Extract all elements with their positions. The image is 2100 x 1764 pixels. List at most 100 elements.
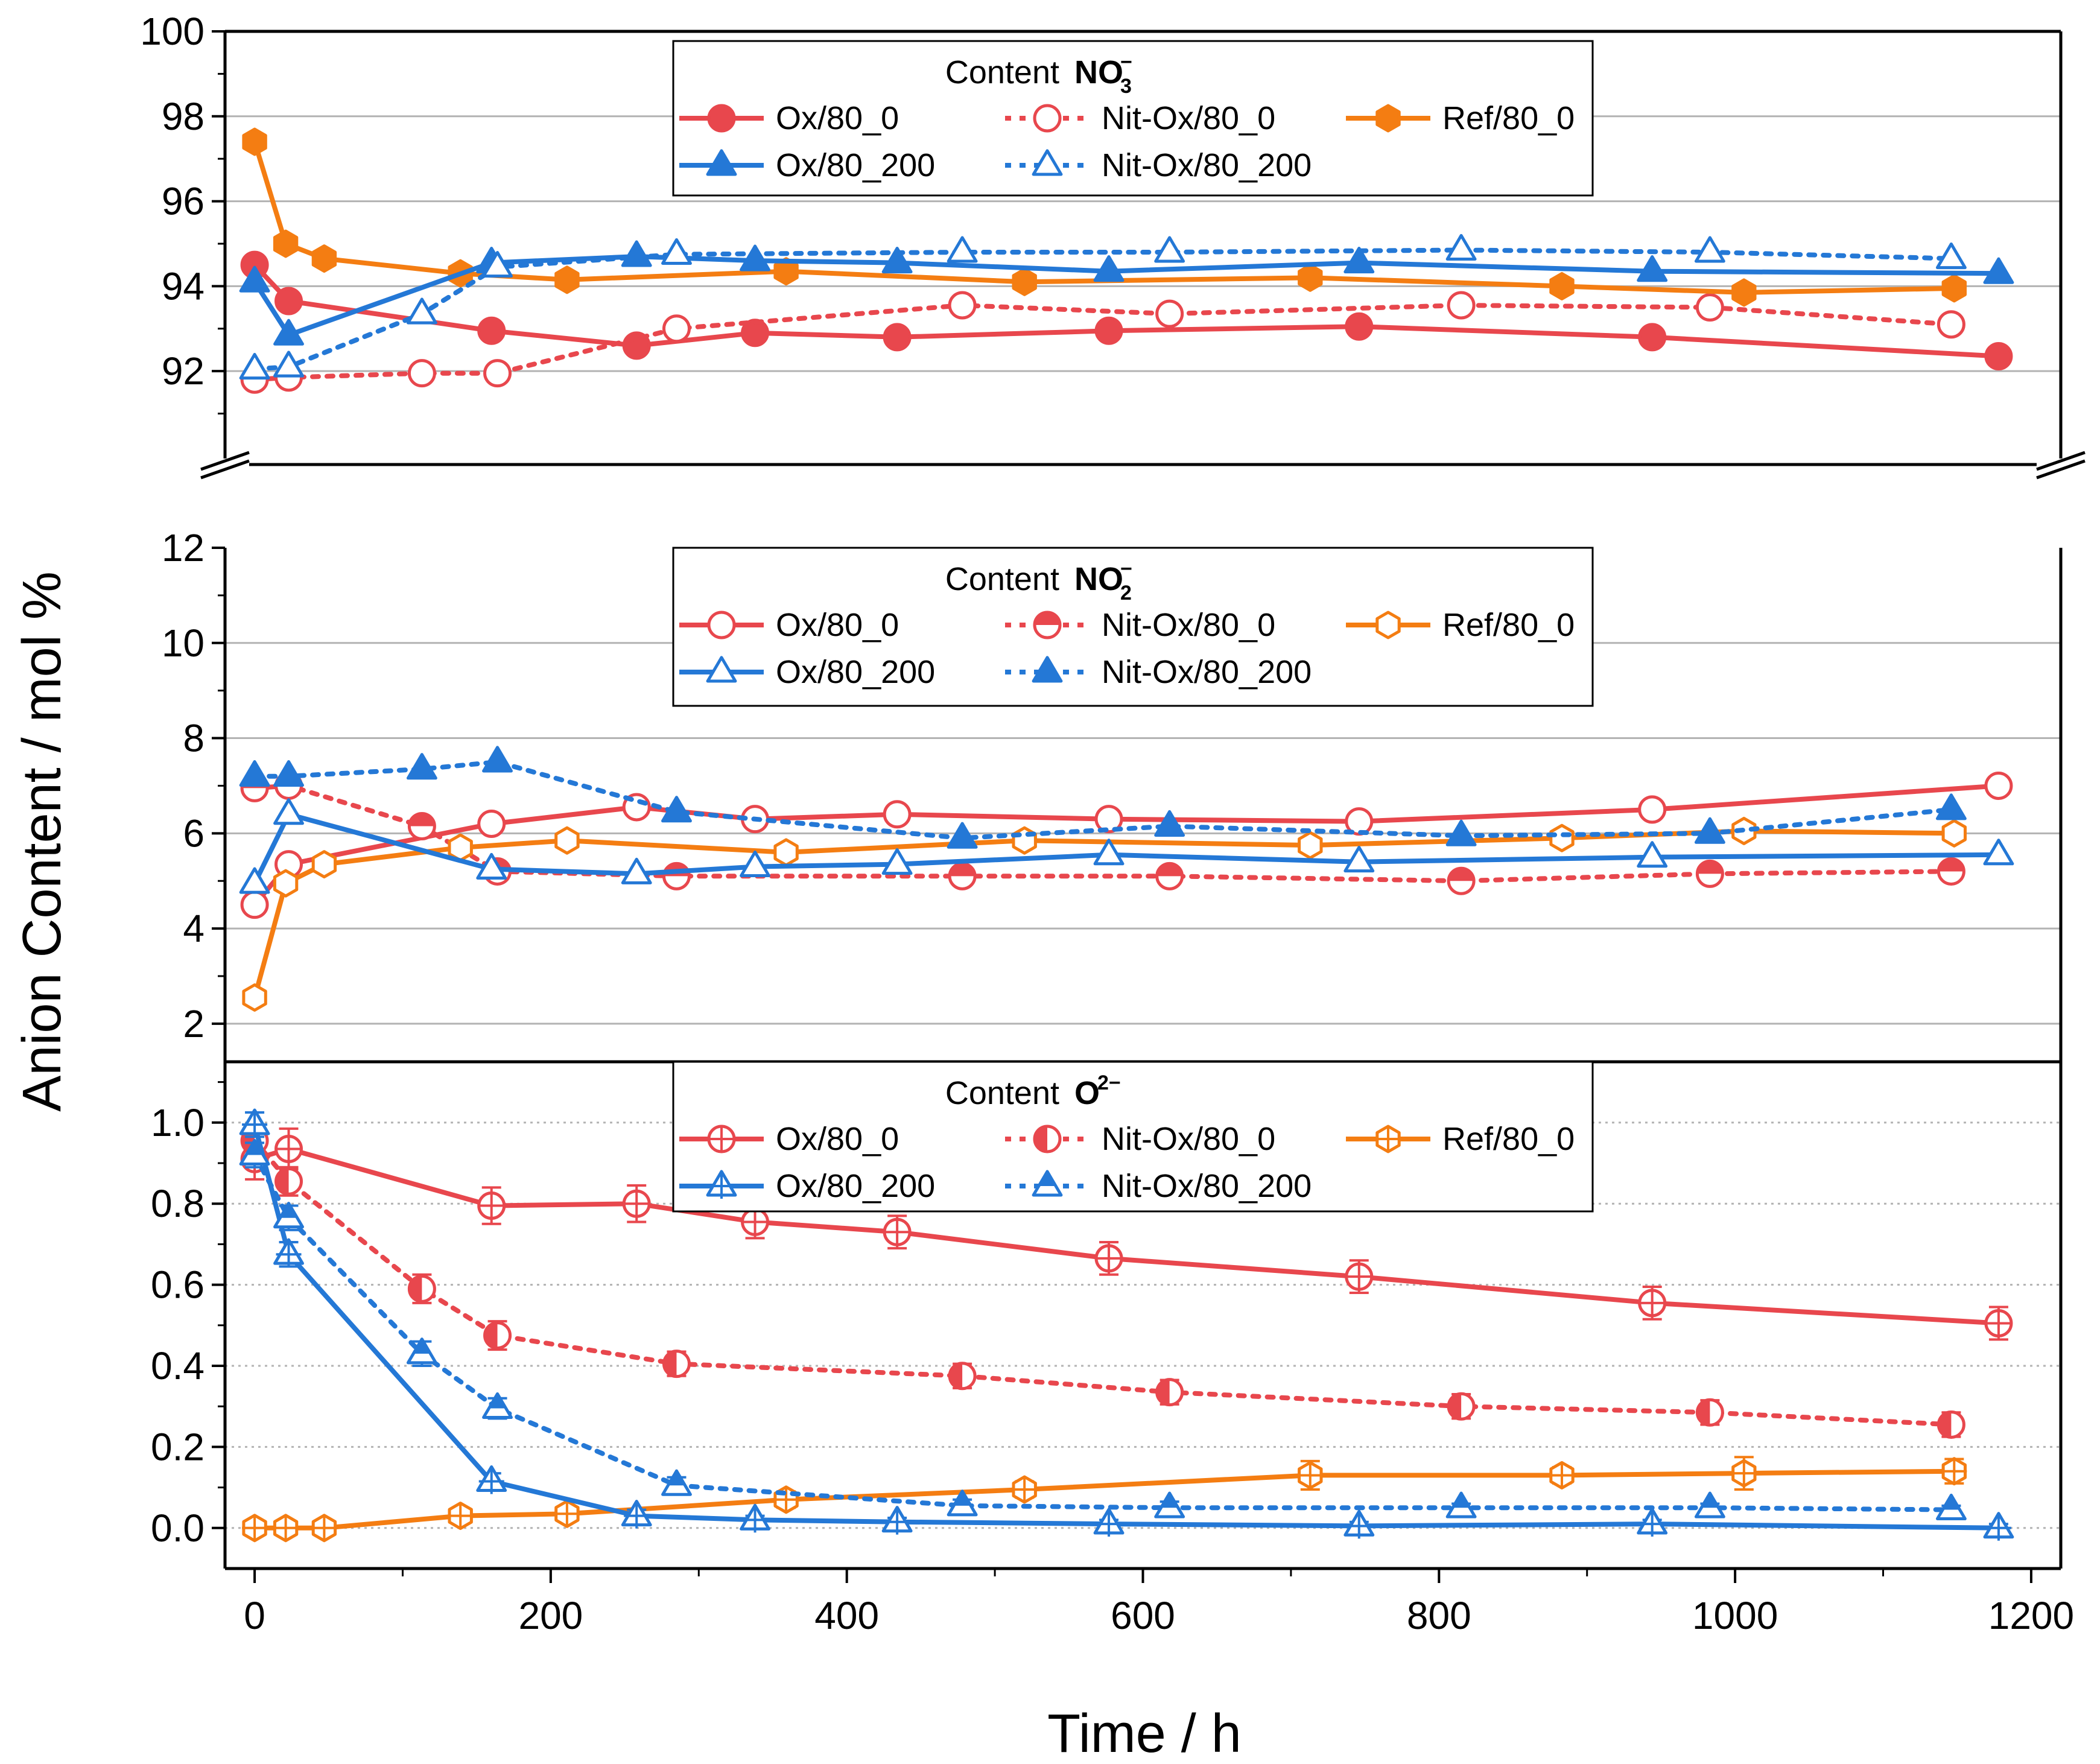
legend-label: Nit-Ox/80_200 xyxy=(1102,1168,1312,1204)
legend-item: Nit-Ox/80_0 xyxy=(1005,100,1275,136)
legend-label: Ox/80_200 xyxy=(776,654,935,690)
marker-shape xyxy=(1155,299,1184,328)
data-point xyxy=(274,1167,303,1196)
series-layer xyxy=(239,127,2014,1543)
marker-shape xyxy=(1094,805,1123,834)
y-tick-label: 0.0 xyxy=(151,1506,205,1550)
series-line xyxy=(252,1152,1954,1512)
data-point xyxy=(1012,1475,1038,1504)
legend-box xyxy=(672,1061,1594,1213)
series-line xyxy=(252,254,2001,338)
legend-species-sup: 2− xyxy=(1097,1071,1121,1094)
marker-half-fill xyxy=(1038,1171,1056,1186)
data-point xyxy=(948,861,977,890)
data-point xyxy=(948,1362,977,1391)
y-tick-label: 10 xyxy=(162,621,205,665)
marker-shape xyxy=(662,314,691,343)
data-point xyxy=(311,850,337,879)
marker-shape xyxy=(1695,293,1724,322)
x-tick-label: 200 xyxy=(518,1594,583,1637)
marker-shape xyxy=(883,323,912,352)
legend-marker xyxy=(1375,104,1401,133)
x-tick-label: 600 xyxy=(1111,1594,1175,1637)
data-point xyxy=(273,760,304,787)
data-point xyxy=(482,251,513,278)
data-point xyxy=(273,351,304,378)
series-line xyxy=(252,303,1954,382)
data-point xyxy=(1445,233,1477,261)
marker-shape xyxy=(1984,342,2013,370)
data-point xyxy=(482,1392,513,1420)
marker-shape xyxy=(407,359,436,388)
data-point xyxy=(621,857,652,884)
data-point xyxy=(661,1469,692,1496)
marker-shape xyxy=(477,316,506,345)
data-point xyxy=(1155,861,1184,890)
data-point xyxy=(1549,1461,1575,1490)
data-point xyxy=(1447,866,1476,895)
legend-item: Nit-Ox/80_0 xyxy=(1005,1121,1275,1157)
data-point xyxy=(1094,805,1123,834)
legend-species: NO xyxy=(1074,561,1123,597)
data-point xyxy=(1094,1244,1123,1273)
legend-marker xyxy=(1033,611,1062,639)
data-point xyxy=(1154,810,1185,837)
marker-shape xyxy=(1298,831,1323,860)
data-point xyxy=(273,798,304,825)
marker-shape xyxy=(311,244,337,273)
legend-item: Ox/80_200 xyxy=(679,1168,935,1204)
y-tick-label: 12 xyxy=(162,526,205,569)
legend-label: Nit-Ox/80_0 xyxy=(1102,100,1275,136)
marker-shape xyxy=(1154,236,1185,263)
marker-shape xyxy=(707,104,736,133)
y-tick-label: 4 xyxy=(183,907,205,950)
data-point xyxy=(621,1499,652,1529)
legend-label: Ox/80_0 xyxy=(776,607,899,643)
data-point xyxy=(477,810,506,839)
data-point xyxy=(1941,274,1967,303)
data-point xyxy=(1155,1378,1184,1407)
marker-shape xyxy=(239,867,270,894)
data-point xyxy=(740,850,770,878)
data-point xyxy=(1012,267,1037,296)
data-point xyxy=(1984,771,2013,800)
marker-shape xyxy=(1032,149,1063,176)
series-nit-ox-80-200 xyxy=(239,746,1967,849)
marker-shape xyxy=(1445,233,1477,261)
marker-shape xyxy=(273,798,304,825)
frame-layer: 92 94 96 98 100 2 4 6 8 10 12 0.0 0.2 0.4 0.6 0.8 1.0 0 20… xyxy=(140,10,2086,1637)
data-point xyxy=(1941,1457,1967,1486)
marker-shape xyxy=(273,351,304,378)
y-tick-label: 0.2 xyxy=(151,1425,205,1468)
marker-shape xyxy=(239,352,270,380)
data-point xyxy=(1935,242,1967,270)
data-point xyxy=(1638,323,1667,352)
data-point xyxy=(947,1490,978,1517)
marker-shape xyxy=(1447,291,1476,320)
data-point xyxy=(1298,831,1323,860)
marker-shape xyxy=(482,746,513,773)
data-point xyxy=(273,229,299,258)
axis-break-mark xyxy=(2036,459,2086,480)
marker-shape xyxy=(707,611,736,639)
legend-species-sub: 3 xyxy=(1120,75,1132,98)
data-point xyxy=(1695,293,1724,322)
axis-break-mark xyxy=(2036,451,2086,471)
marker-shape xyxy=(948,291,977,320)
marker-half-fill xyxy=(950,1363,963,1389)
legend-species-sup: − xyxy=(1120,51,1132,74)
marker-half-fill xyxy=(276,1169,289,1195)
data-point xyxy=(947,822,978,849)
x-tick-label: 1000 xyxy=(1692,1594,1778,1637)
marker-shape xyxy=(1343,246,1375,274)
data-point xyxy=(476,1465,507,1494)
data-point xyxy=(1445,819,1477,846)
data-point xyxy=(1937,1410,1965,1439)
marker-shape xyxy=(706,149,737,176)
y-tick-label: 1.0 xyxy=(151,1101,205,1144)
marker-shape xyxy=(1549,823,1575,852)
axis-break-mark xyxy=(200,451,250,471)
x-tick-label: 800 xyxy=(1407,1594,1471,1637)
data-point xyxy=(1941,819,1967,848)
series-line xyxy=(252,1138,1954,1427)
